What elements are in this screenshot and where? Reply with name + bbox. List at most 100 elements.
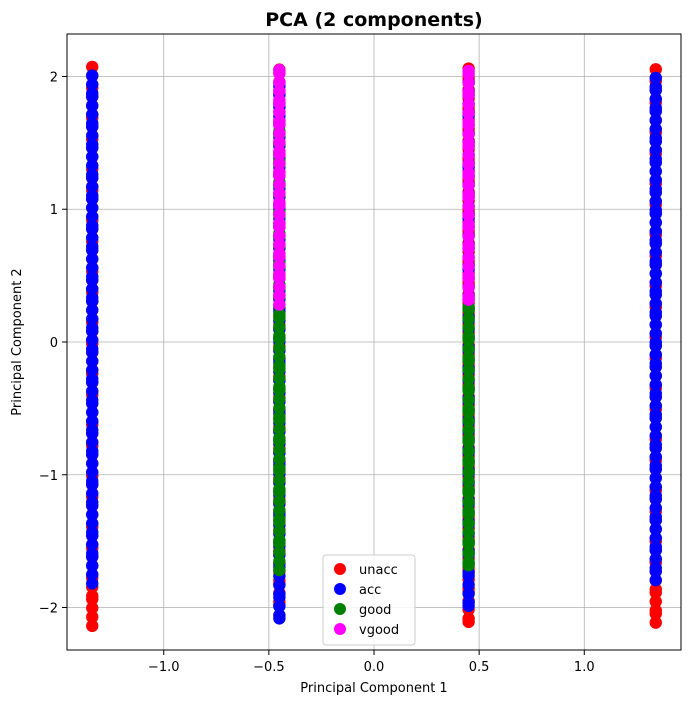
data-point-acc <box>86 474 99 488</box>
data-point-acc <box>649 276 662 289</box>
data-point-acc <box>649 429 662 442</box>
data-point-acc <box>86 189 99 202</box>
data-point-vgood <box>462 85 475 99</box>
x-tick-label: 0.5 <box>469 660 490 675</box>
data-point-vgood <box>273 157 286 170</box>
data-point-acc <box>86 466 99 479</box>
data-point-acc <box>86 282 99 296</box>
data-point-vgood <box>273 217 286 230</box>
data-point-good <box>462 465 475 479</box>
data-point-good <box>462 432 475 445</box>
data-point-vgood <box>273 63 286 77</box>
data-point-good <box>462 495 475 509</box>
data-point-acc <box>649 173 662 187</box>
y-tick-label: 2 <box>50 70 58 85</box>
data-point-good <box>273 422 286 436</box>
data-point-good <box>273 563 286 577</box>
data-point-acc <box>649 113 662 127</box>
data-point-acc <box>86 487 99 500</box>
data-point-acc <box>649 122 662 136</box>
data-point-good <box>462 555 475 569</box>
data-point-acc <box>86 270 99 283</box>
data-point-acc <box>649 552 662 566</box>
data-point-acc <box>462 596 475 609</box>
data-point-good <box>273 431 286 445</box>
data-point-acc <box>86 363 99 377</box>
data-point-acc <box>86 577 99 590</box>
data-point-vgood <box>462 158 475 171</box>
data-point-good <box>462 393 475 406</box>
data-point-acc <box>86 291 99 304</box>
data-point-good <box>462 342 475 355</box>
data-point-acc <box>86 384 99 398</box>
data-point-good <box>273 503 286 517</box>
data-point-good <box>273 401 286 415</box>
data-point-vgood <box>273 178 286 191</box>
data-point-acc <box>86 210 99 223</box>
data-point-good <box>273 452 286 466</box>
data-point-acc <box>649 131 662 145</box>
data-point-vgood <box>273 196 286 209</box>
data-point-good <box>273 554 286 568</box>
data-point-acc <box>86 117 99 130</box>
y-tick-label: −1 <box>39 469 58 484</box>
legend-label-acc: acc <box>359 583 381 598</box>
data-point-vgood <box>462 251 475 264</box>
data-point-acc <box>86 372 99 386</box>
y-tick-label: 0 <box>50 336 58 351</box>
data-point-unacc <box>649 595 662 608</box>
data-point-acc <box>86 219 99 232</box>
data-point-acc <box>462 587 475 600</box>
data-point-vgood <box>273 145 286 158</box>
data-point-acc <box>649 336 662 349</box>
data-point-acc <box>649 387 662 400</box>
data-point-acc <box>649 327 662 340</box>
data-point-acc <box>86 150 99 163</box>
chart-title: PCA (2 components) <box>265 9 483 31</box>
legend-label-good: good <box>359 603 391 618</box>
data-point-vgood <box>462 209 475 222</box>
data-point-acc <box>86 342 99 356</box>
data-point-acc <box>649 306 662 319</box>
data-point-acc <box>649 165 662 178</box>
data-point-unacc <box>649 616 662 629</box>
data-point-acc <box>86 423 99 437</box>
data-point-acc <box>86 496 99 509</box>
data-point-acc <box>86 559 99 572</box>
data-point-acc <box>273 599 286 613</box>
data-point-acc <box>86 333 99 347</box>
data-point-good <box>273 341 286 355</box>
data-point-vgood <box>462 230 475 243</box>
data-point-acc <box>649 80 662 94</box>
data-point-acc <box>649 267 662 280</box>
data-point-good <box>462 321 475 334</box>
data-point-good <box>462 504 475 518</box>
ticks-layer: −1.0 −0.5 0.0 0.5 1.0 −2 −1 0 1 2 <box>39 70 595 675</box>
data-point-vgood <box>273 298 286 311</box>
data-point-acc <box>649 246 662 259</box>
data-point-acc <box>86 436 99 449</box>
data-point-vgood <box>462 106 475 120</box>
data-point-acc <box>649 318 662 331</box>
data-point-acc <box>86 261 99 274</box>
data-point-acc <box>86 99 99 112</box>
data-point-good <box>273 410 286 423</box>
data-point-acc <box>86 508 99 521</box>
data-point-vgood <box>462 98 475 111</box>
data-point-acc <box>86 457 99 470</box>
data-point-vgood <box>462 136 475 150</box>
data-point-acc <box>649 450 662 464</box>
data-point-vgood <box>462 76 475 90</box>
data-point-good <box>273 546 286 559</box>
legend-marker-acc <box>334 583 346 595</box>
data-point-acc <box>273 587 286 601</box>
data-point-good <box>462 330 475 343</box>
data-point-acc <box>86 517 99 530</box>
data-point-acc <box>86 240 99 253</box>
data-point-vgood <box>462 239 475 252</box>
data-point-good <box>462 546 475 560</box>
data-point-acc <box>462 578 475 592</box>
data-point-good <box>273 443 286 457</box>
data-point-vgood <box>462 218 475 231</box>
